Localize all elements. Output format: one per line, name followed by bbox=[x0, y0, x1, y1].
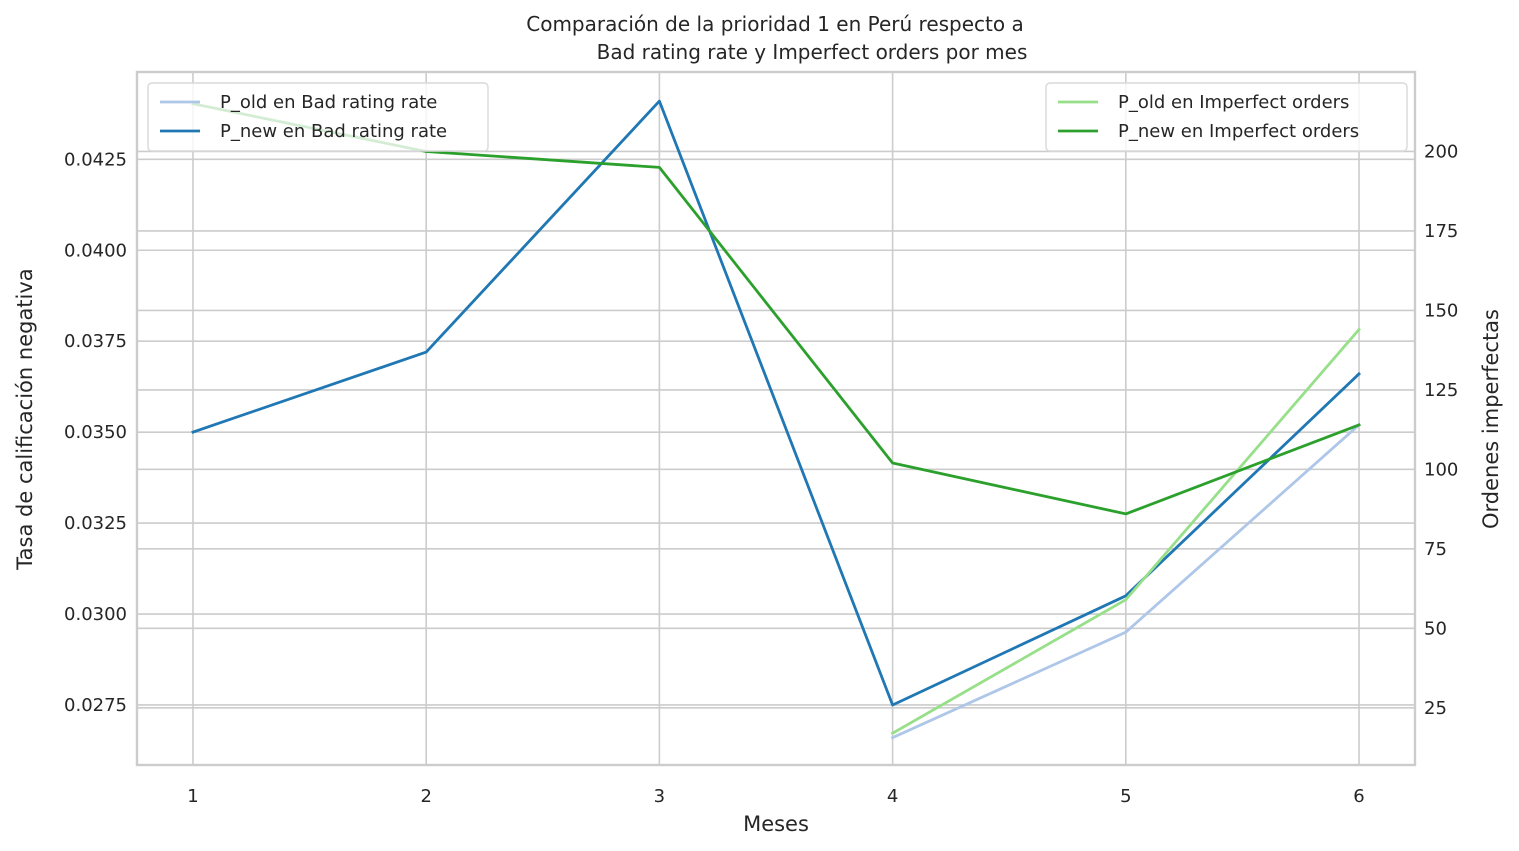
y-left-tick-label: 0.0325 bbox=[64, 513, 127, 534]
x-tick-label: 5 bbox=[1120, 786, 1131, 807]
legend-frame bbox=[147, 82, 489, 152]
legend-frame bbox=[1045, 82, 1408, 152]
legend-entry-label: P_old en Imperfect orders bbox=[1118, 92, 1349, 113]
series-line-right-p-new bbox=[191, 102, 1361, 516]
series-line-right-p-old bbox=[890, 327, 1361, 736]
series-line-left-p-old bbox=[890, 422, 1361, 740]
y-right-tick-label: 200 bbox=[1424, 141, 1458, 162]
y-right-tick-label: 150 bbox=[1424, 300, 1458, 321]
y-left-tick-label: 0.0425 bbox=[64, 149, 127, 170]
y-right-tick-label: 50 bbox=[1424, 618, 1447, 639]
plot-frame bbox=[135, 70, 1417, 767]
legend-left: P_old en Bad rating rate P_new en Bad rat… bbox=[147, 82, 489, 152]
grid-layer bbox=[137, 72, 1415, 765]
legend-entry-label: P_new en Bad rating rate bbox=[220, 121, 447, 142]
x-tick-label: 1 bbox=[187, 786, 198, 807]
ticks-layer: 1 2 3 4 5 6 0.0275 0.0300 0.0325 0.0350 0.0375 0.04… bbox=[64, 141, 1458, 807]
x-tick-label: 6 bbox=[1353, 786, 1364, 807]
legend-entry-label: P_old en Bad rating rate bbox=[220, 92, 437, 113]
y-right-tick-label: 175 bbox=[1424, 221, 1458, 242]
y-left-tick-label: 0.0350 bbox=[64, 422, 127, 443]
y-left-tick-label: 0.0300 bbox=[64, 604, 127, 625]
x-tick-label: 3 bbox=[654, 786, 665, 807]
x-axis-label: Meses bbox=[743, 812, 809, 836]
chart-title-line1: Comparación de la prioridad 1 en Perú re… bbox=[526, 12, 1023, 36]
y-left-tick-label: 0.0400 bbox=[64, 240, 127, 261]
chart-title-line2: Bad rating rate y Imperfect orders por m… bbox=[597, 40, 1028, 64]
legend-right: P_old en Imperfect orders P_new en Imperf… bbox=[1045, 82, 1408, 152]
legend-entry-label: P_new en Imperfect orders bbox=[1118, 121, 1359, 142]
y-left-tick-label: 0.0275 bbox=[64, 695, 127, 716]
x-tick-label: 2 bbox=[420, 786, 431, 807]
y-right-tick-label: 100 bbox=[1424, 459, 1458, 480]
y-right-tick-label: 125 bbox=[1424, 380, 1458, 401]
y-right-tick-label: 75 bbox=[1424, 539, 1447, 560]
y-axis-label-right: Ordenes imperfectas bbox=[1479, 309, 1503, 529]
y-right-tick-label: 25 bbox=[1424, 698, 1447, 719]
y-left-tick-label: 0.0375 bbox=[64, 331, 127, 352]
lines-layer bbox=[191, 99, 1361, 740]
series-line-left-p-new bbox=[191, 99, 1361, 707]
y-axis-label-left: Tasa de calificación negativa bbox=[13, 268, 37, 570]
x-tick-label: 4 bbox=[887, 786, 898, 807]
